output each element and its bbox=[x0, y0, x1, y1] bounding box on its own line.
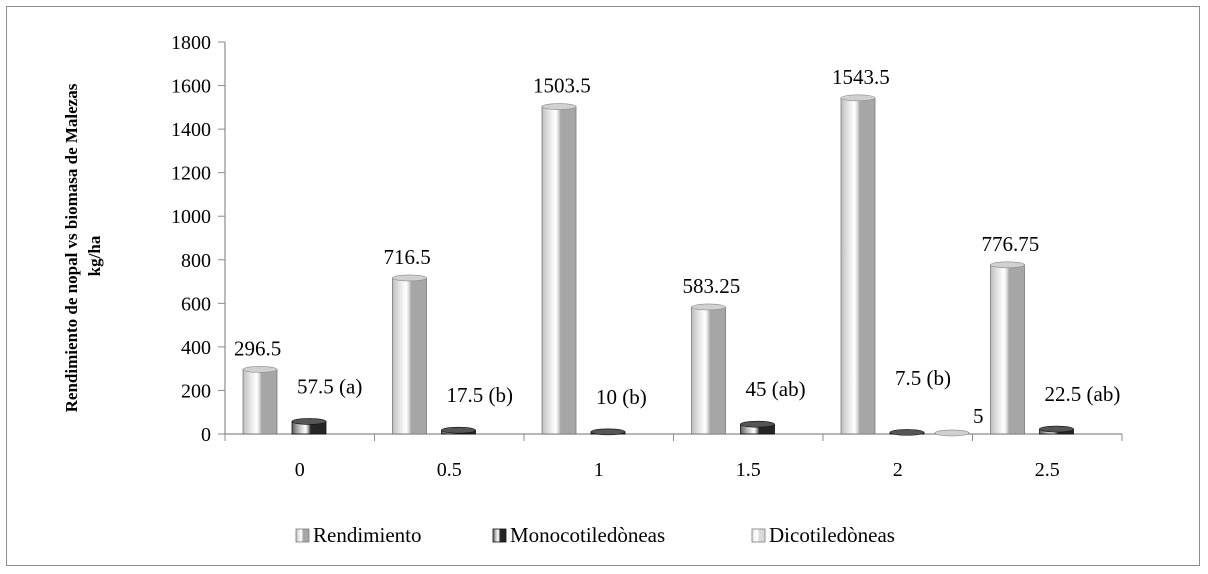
y-tick-label: 600 bbox=[181, 293, 211, 315]
data-label: 10 (b) bbox=[596, 385, 647, 409]
axes: 0 200 400 600 800 1000 1200 1400 1600 1800 0 0.5 1 1.… bbox=[171, 32, 1123, 481]
y-tick-label: 1000 bbox=[171, 206, 211, 228]
data-label: 7.5 (b) bbox=[895, 366, 951, 390]
data-label: 1543.5 bbox=[832, 65, 890, 89]
y-tick-label: 0 bbox=[201, 424, 211, 446]
bar-top-rendimiento bbox=[840, 94, 876, 102]
bar-rendimiento bbox=[242, 369, 278, 435]
y-tick-label: 1600 bbox=[171, 76, 211, 98]
bar-top-rendimiento bbox=[242, 366, 278, 373]
bars bbox=[242, 94, 1074, 437]
legend: Rendimiento Monocotiledòneas Dicotiledònea… bbox=[295, 523, 895, 547]
legend-entry: Monocotiledòneas bbox=[510, 523, 665, 547]
bar-top-monocotiledòneas bbox=[1039, 425, 1074, 433]
bar-rendimiento bbox=[392, 277, 427, 435]
bar-rendimiento bbox=[840, 97, 876, 435]
data-label: 296.5 bbox=[234, 336, 281, 360]
data-label: 5 bbox=[973, 404, 984, 428]
x-tick-label: 0 bbox=[295, 459, 305, 481]
x-tick-label: 1.5 bbox=[736, 459, 761, 481]
bar-top-rendimiento bbox=[691, 303, 726, 311]
legend-swatch-rendimiento bbox=[295, 528, 310, 543]
data-label: 776.75 bbox=[982, 232, 1040, 256]
data-label: 45 (ab) bbox=[746, 377, 806, 401]
x-tick-label: 2.5 bbox=[1035, 459, 1060, 481]
data-label: 1503.5 bbox=[533, 74, 591, 98]
legend-swatch-monocotiledòneas bbox=[492, 528, 507, 543]
y-tick-label: 800 bbox=[181, 250, 211, 272]
data-label: 22.5 (ab) bbox=[1045, 382, 1121, 406]
bar-top-rendimiento bbox=[990, 261, 1025, 269]
data-label: 17.5 (b) bbox=[447, 383, 514, 407]
data-label: 57.5 (a) bbox=[297, 374, 362, 398]
bar-rendimiento bbox=[990, 264, 1025, 435]
bar-top-monocotiledòneas bbox=[291, 418, 327, 425]
y-tick-label: 400 bbox=[181, 337, 211, 359]
legend-entry: Dicotiledòneas bbox=[769, 523, 895, 547]
y-axis-unit: kg/ha bbox=[85, 235, 104, 276]
y-axis-label: Rendimiento de nopal vs biomasa de Malez… bbox=[62, 83, 81, 412]
bar-top-monocotiledòneas bbox=[441, 426, 476, 434]
bar-rendimiento bbox=[541, 106, 577, 435]
bar-top-rendimiento bbox=[541, 103, 577, 110]
x-tick-label: 1 bbox=[594, 459, 604, 481]
bar-top-dicotiledòneas bbox=[934, 429, 970, 437]
y-tick-label: 1400 bbox=[171, 119, 211, 141]
bar-top-rendimiento bbox=[392, 274, 427, 282]
legend-entry: Rendimiento bbox=[313, 523, 422, 547]
bar-top-monocotiledòneas bbox=[740, 420, 775, 428]
bar-rendimiento bbox=[691, 306, 726, 435]
y-tick-label: 1200 bbox=[171, 163, 211, 185]
bar-top-monocotiledòneas bbox=[590, 428, 626, 436]
data-label: 583.25 bbox=[683, 274, 741, 298]
data-label: 716.5 bbox=[384, 245, 431, 269]
y-tick-label: 1800 bbox=[171, 32, 211, 54]
bar-top-monocotiledòneas bbox=[889, 429, 925, 436]
x-tick-label: 2 bbox=[893, 459, 903, 481]
legend-swatch-dicotiledòneas bbox=[751, 528, 766, 543]
y-tick-label: 200 bbox=[181, 380, 211, 402]
x-tick-label: 0.5 bbox=[437, 459, 462, 481]
